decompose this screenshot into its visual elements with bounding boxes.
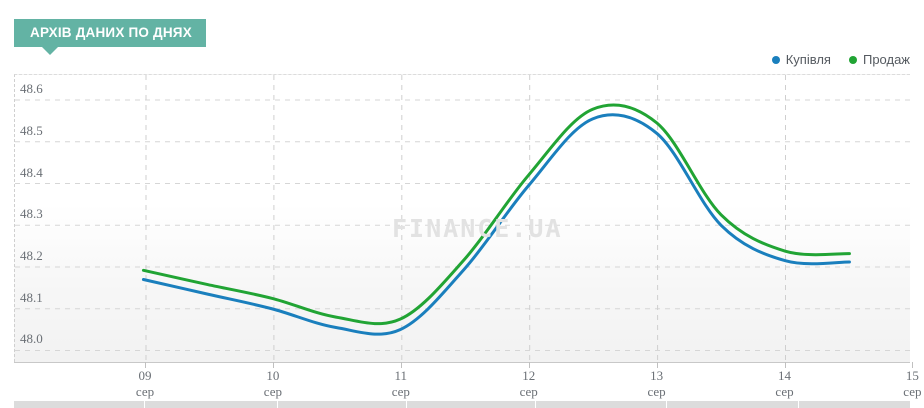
x-axis-tick-label: 13 сер <box>612 368 702 400</box>
x-axis-tick-label: 10 сер <box>228 368 318 400</box>
y-axis-tick-label: 48.5 <box>20 122 43 138</box>
plot-svg <box>15 75 911 363</box>
navigator-segment-divider <box>798 401 799 408</box>
series-line-2 <box>141 103 851 326</box>
x-axis-tick-day: 13 <box>650 368 664 383</box>
y-axis-tick-label: 48.2 <box>20 248 43 263</box>
y-axis-tick-label: 48.0 <box>20 331 43 347</box>
watermark: FINANCE.UA <box>392 214 563 243</box>
range-navigator[interactable] <box>14 401 910 408</box>
x-axis-tick-month: сер <box>647 384 666 399</box>
x-axis-tick <box>400 362 402 368</box>
x-axis-tick-month: сер <box>263 384 282 399</box>
x-axis-tick <box>912 362 914 368</box>
chart-legend: Купівля Продаж <box>771 52 910 67</box>
x-axis-tick-day: 12 <box>522 368 536 383</box>
navigator-segment-divider <box>666 401 668 408</box>
x-axis-tick-month: сер <box>135 384 155 399</box>
x-axis-tick-month: сер <box>775 384 794 399</box>
x-axis-tick <box>784 362 786 368</box>
x-axis-tick-day: 11 <box>394 368 408 383</box>
y-axis-tick-label: 48.4 <box>20 164 43 180</box>
x-axis-tick <box>656 362 658 368</box>
navigator-segment-divider <box>535 401 537 408</box>
chart-title-badge: АРХІВ ДАНИХ ПО ДНЯХ <box>14 19 206 47</box>
x-axis-tick-label: 15 сер <box>867 368 924 400</box>
x-axis-tick-label: 14 сер <box>740 368 830 400</box>
series-line-1 <box>141 113 851 336</box>
x-axis-tick-day: 15 <box>905 368 919 383</box>
x-axis-tick-month: сер <box>391 384 410 399</box>
x-axis-tick-label: 11 сер <box>356 368 446 400</box>
x-axis-tick-month: сер <box>903 384 922 399</box>
x-axis-tick-month: сер <box>519 384 538 399</box>
legend-item-label: Продаж <box>862 52 910 67</box>
gridlines <box>15 75 911 363</box>
series-lines <box>141 103 851 336</box>
plot-area <box>14 74 911 363</box>
x-axis-tick-label: 09 сер <box>100 368 190 400</box>
legend-item-2[interactable]: Продаж <box>848 52 910 67</box>
x-axis-tick <box>528 362 530 368</box>
y-axis-tick-label: 48.1 <box>20 289 43 305</box>
x-axis-tick-day: 10 <box>266 368 280 383</box>
navigator-segment-divider <box>276 401 278 408</box>
x-axis-tick-day: 09 <box>138 368 152 383</box>
chart-title-badge-pointer <box>42 47 58 55</box>
chart-title-text: АРХІВ ДАНИХ ПО ДНЯХ <box>30 25 192 40</box>
x-axis-tick-day: 14 <box>778 368 791 383</box>
navigator-segment-divider <box>405 401 407 408</box>
x-axis-tick-label: 12 сер <box>484 368 574 400</box>
x-axis-line <box>14 362 910 363</box>
x-axis-tick <box>145 362 146 368</box>
legend-marker-icon <box>848 55 857 64</box>
legend-marker-icon <box>771 55 780 64</box>
legend-item-label: Купівля <box>785 52 831 67</box>
navigator-segment-divider <box>143 401 145 408</box>
y-axis-tick-label: 48.6 <box>20 81 43 97</box>
y-axis-tick-label: 48.3 <box>20 206 43 222</box>
legend-item-1[interactable]: Купівля <box>771 52 831 67</box>
x-axis-tick <box>272 362 274 368</box>
